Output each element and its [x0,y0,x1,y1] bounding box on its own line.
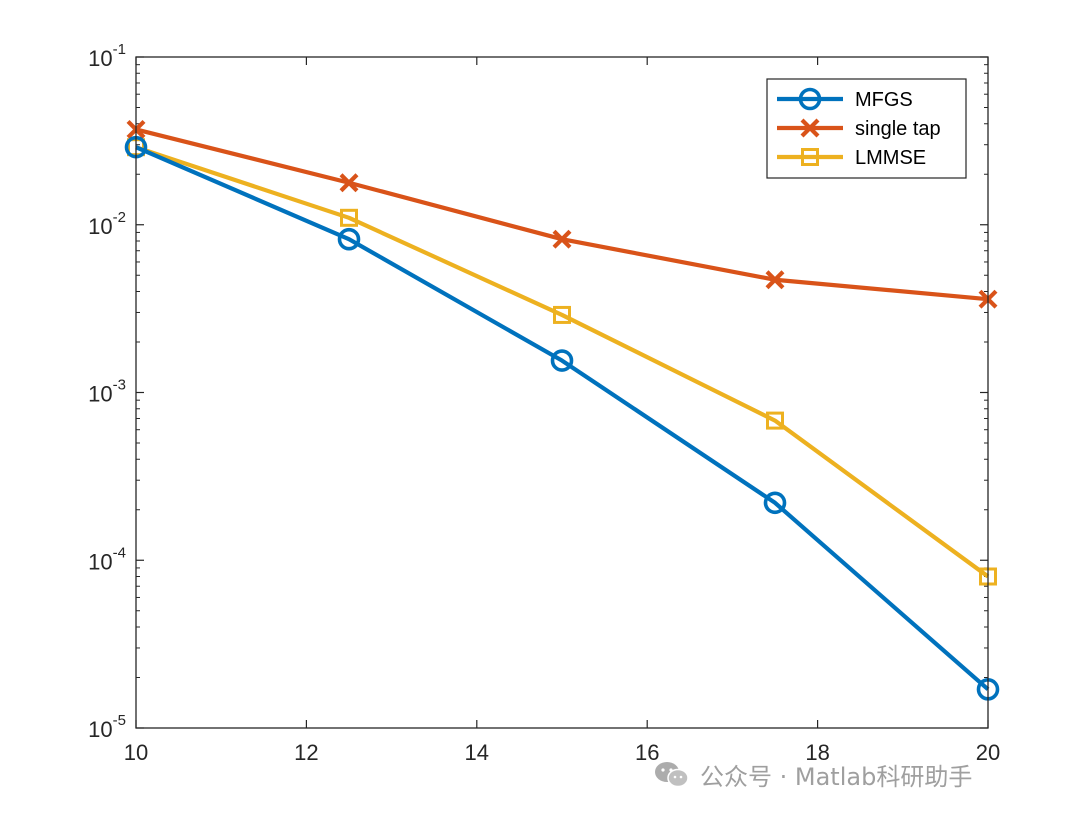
wechat-icon [655,762,689,788]
legend-label: MFGS [855,89,913,111]
watermark: 公众号 · Matlab科研助手 [652,756,972,792]
x-tick-label: 12 [294,740,318,765]
y-tick-labels: 10-5 10-4 10-3 10-2 10-1 [88,41,126,742]
data-point-marker [801,148,819,166]
legend-label: LMMSE [855,147,926,169]
series-single-tap [126,119,998,309]
x-tick-label: 18 [805,740,829,765]
marker-stroke [765,270,785,290]
x-tick-label: 20 [976,740,1000,765]
axes-box [135,56,989,729]
data-point-marker [337,227,361,251]
series-line [135,145,990,579]
data-point-marker [552,229,572,249]
y-tick-label: 10-3 [88,377,126,407]
legend-label: single tap [855,118,941,140]
data-point-marker [765,270,785,290]
marker-stroke [800,118,820,138]
y-tick-label: 10-5 [88,712,126,742]
x-tick-label: 14 [465,740,489,765]
data-point-marker [553,305,571,324]
data-point-marker [800,118,820,138]
data-point-marker [798,87,822,111]
legend-entry: LMMSE [777,147,926,169]
data-point-marker [550,349,574,372]
series-line [135,145,990,691]
legend-entry: single tap [777,118,941,140]
marker-stroke [552,229,572,249]
marker-stroke [339,173,359,193]
data-point-marker [339,173,359,193]
data-point-marker [763,491,787,515]
y-tick-label: 10-1 [88,41,126,71]
x-tick-labels: 10 12 14 16 18 20 [124,740,1000,765]
watermark-text: 公众号 · Matlab科研助手 [700,762,973,791]
series-layer [124,119,1000,701]
data-point-marker [340,208,358,227]
y-tick-label: 10-4 [88,544,126,574]
x-tick-label: 10 [124,740,148,765]
series-lmmse [127,138,997,586]
legend-entry: MFGS [777,87,913,111]
legend: MFGS single tap LMMSE [766,78,967,179]
y-tick-label: 10-2 [88,209,126,239]
data-point-marker [766,411,784,430]
x-tick-label: 16 [635,740,659,765]
